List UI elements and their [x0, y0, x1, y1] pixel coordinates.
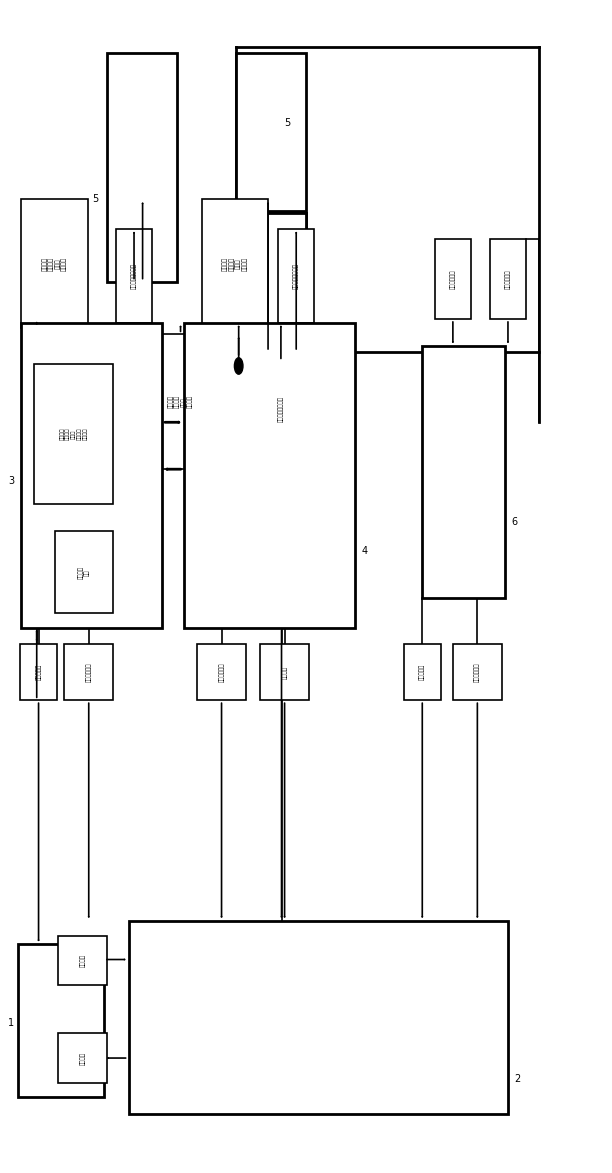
Text: 同步信号
本振信号
发射波
测试信号: 同步信号 本振信号 发射波 测试信号 [222, 257, 248, 271]
Bar [263, 361, 299, 457]
Circle shape [234, 358, 243, 374]
Bar [435, 239, 471, 319]
Text: 发射激励耦合信号: 发射激励耦合信号 [278, 396, 284, 422]
Bar [184, 323, 355, 628]
Text: 5: 5 [285, 118, 291, 128]
Bar [260, 644, 309, 700]
Bar [236, 213, 306, 352]
Text: 2: 2 [514, 1074, 520, 1084]
Text: 同步信号
同步时钟
发射波
测试信号: 同步信号 同步时钟 发射波 测试信号 [168, 395, 193, 408]
Text: 控制指令: 控制指令 [80, 954, 86, 968]
Text: 1: 1 [8, 1018, 14, 1028]
Bar [236, 53, 306, 211]
Bar [422, 346, 505, 598]
Text: 接收幅相数据: 接收幅相数据 [450, 270, 456, 289]
Bar [278, 229, 314, 323]
Bar [490, 239, 526, 319]
Bar [116, 229, 152, 323]
Text: 控制子系统: 控制子系统 [35, 664, 42, 680]
Text: 3: 3 [8, 476, 14, 486]
Text: 控制参数: 控制参数 [282, 665, 288, 679]
Text: 发射幅相数据: 发射幅相数据 [86, 663, 92, 682]
Bar [107, 53, 177, 282]
Bar [129, 921, 508, 1114]
Bar [202, 199, 268, 328]
Bar [58, 1033, 107, 1083]
Text: 发射激励耦合信号: 发射激励耦合信号 [131, 263, 137, 289]
Bar [64, 644, 113, 700]
Text: 同步信号
本振信号
发射波
测试信号
回路信号: 同步信号 本振信号 发射波 测试信号 回路信号 [59, 428, 88, 440]
Bar [147, 334, 214, 469]
Text: 发射激励耦合信号: 发射激励耦合信号 [293, 263, 299, 289]
Bar [21, 323, 162, 628]
Bar [404, 644, 441, 700]
Text: 发射耦合
信号: 发射耦合 信号 [78, 565, 90, 579]
Text: 6: 6 [511, 517, 517, 527]
Bar [34, 364, 113, 504]
Bar [453, 644, 502, 700]
Bar [18, 944, 104, 1097]
Bar [20, 644, 57, 700]
Text: 4: 4 [361, 547, 367, 556]
Text: 控制子系统: 控制子系统 [419, 664, 425, 680]
Text: 接收幅相数据: 接收幅相数据 [505, 270, 511, 289]
Bar [197, 644, 246, 700]
Text: 同步信号
本振信号
发射波
测试信号: 同步信号 本振信号 发射波 测试信号 [42, 257, 67, 271]
Bar [58, 936, 107, 985]
Bar [21, 199, 88, 328]
Text: 5: 5 [92, 195, 98, 204]
Text: 幅相数据: 幅相数据 [80, 1051, 86, 1065]
Text: 发射幅相数据: 发射幅相数据 [218, 663, 225, 682]
Bar [55, 531, 113, 613]
Text: 接收幅相数据: 接收幅相数据 [474, 663, 480, 682]
